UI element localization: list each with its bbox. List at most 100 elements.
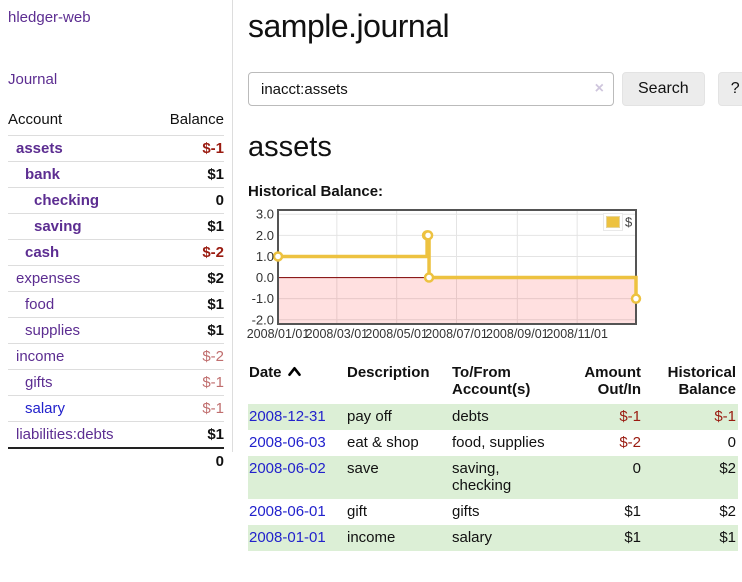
account-row: assets $-1: [8, 135, 224, 162]
x-axis-label: 2008/01/01: [247, 327, 310, 341]
clear-search-icon[interactable]: ×: [594, 80, 604, 97]
transaction-date-link[interactable]: 2008-06-01: [249, 503, 326, 520]
account-balance: $-2: [150, 239, 224, 266]
transaction-amount: $-1: [619, 408, 641, 425]
transaction-date-link[interactable]: 2008-12-31: [249, 408, 326, 425]
data-point-marker: [630, 293, 642, 304]
account-balance: $-1: [150, 135, 224, 162]
sort-ascending-icon: [287, 366, 301, 376]
transaction-balance: $2: [719, 460, 736, 477]
negative-balance-region: [278, 277, 636, 324]
historical-balance-chart[interactable]: $ 3.0 2.0 1.0 0.0 -1.0 -2.0 2008/01/01 2008/03/…: [247, 207, 652, 341]
register-table: Date Description To/From Account(s) Amount …: [248, 362, 738, 551]
y-axis-label: 1.0: [256, 249, 274, 264]
sidebar-account-liabilities-debts[interactable]: liabilities:debts: [16, 426, 114, 443]
transaction-accounts: saving, checking: [452, 460, 512, 494]
transaction-accounts: gifts: [452, 503, 480, 520]
sidebar-account-food[interactable]: food: [25, 296, 55, 313]
accounts-header-row: Account Balance: [8, 109, 224, 136]
transaction-description: pay off: [347, 408, 392, 425]
column-header-to-from-account-s: To/From Account(s): [452, 364, 531, 398]
y-axis-label: 2.0: [256, 228, 274, 243]
account-row: salary $-1: [8, 395, 224, 422]
accounts-column-balance: Balance: [169, 111, 224, 128]
transaction-description: gift: [347, 503, 368, 520]
account-row: income $-2: [8, 343, 224, 370]
column-header-historical-balance: Historical Balance: [667, 364, 736, 398]
transaction-date-link[interactable]: 2008-06-03: [249, 434, 326, 451]
chart-title: Historical Balance:: [248, 183, 384, 200]
sidebar-account-gifts[interactable]: gifts: [25, 374, 53, 391]
y-axis-label: -2.0: [252, 312, 274, 327]
accounts-table: Account Balance assets $-1 bank $1 checking 0…: [8, 109, 224, 474]
svg-text:$: $: [625, 215, 633, 230]
x-axis-label: 2008/03/01: [306, 327, 369, 341]
table-row: 2008-06-02 save saving, checking 0 $2: [248, 456, 738, 499]
table-row: 2008-01-01 income salary $1 $1: [248, 525, 738, 551]
transaction-accounts: salary: [452, 529, 493, 546]
y-axis-label: 0.0: [256, 270, 274, 285]
transaction-balance: 0: [727, 434, 736, 451]
sidebar-account-bank[interactable]: bank: [25, 166, 61, 183]
transaction-description: eat & shop: [347, 434, 419, 451]
page-title: sample.journal: [248, 8, 450, 44]
account-balance: $-1: [150, 395, 224, 422]
help-button[interactable]: ?: [717, 72, 742, 106]
transaction-amount: $1: [624, 503, 641, 520]
sidebar-account-supplies[interactable]: supplies: [25, 322, 81, 339]
sidebar-account-checking[interactable]: checking: [34, 192, 100, 209]
account-row: checking 0: [8, 187, 224, 214]
account-balance: 0: [150, 187, 224, 214]
sidebar-account-salary[interactable]: salary: [25, 400, 66, 417]
transaction-description: income: [347, 529, 396, 546]
y-axis-label: -1.0: [252, 291, 274, 306]
column-header-date[interactable]: Date: [248, 362, 346, 404]
legend-swatch: [606, 216, 620, 228]
transaction-balance: $2: [719, 503, 736, 520]
sidebar-account-assets[interactable]: assets: [16, 140, 63, 157]
account-row: saving $1: [8, 213, 224, 240]
transaction-amount: $-2: [619, 434, 641, 451]
table-row: 2008-12-31 pay off debts $-1 $-1: [248, 404, 738, 430]
main-content: sample.journal × Search ? assets Histori…: [233, 0, 742, 582]
app-title-link[interactable]: hledger-web: [8, 9, 91, 26]
transaction-date-link[interactable]: 2008-01-01: [249, 529, 326, 546]
search-input[interactable]: [248, 72, 614, 106]
transaction-date-link[interactable]: 2008-06-02: [249, 460, 326, 477]
search-button[interactable]: Search: [622, 72, 705, 106]
plot-border: [277, 209, 637, 325]
chart-legend: $: [603, 213, 633, 231]
account-row: gifts $-1: [8, 369, 224, 396]
column-header-description: Description: [347, 364, 430, 381]
account-balance: $1: [150, 291, 224, 318]
transaction-description: save: [347, 460, 379, 477]
sidebar: hledger-web Journal Account Balance asse…: [0, 0, 233, 474]
search-bar: × Search ?: [248, 72, 742, 106]
journal-link[interactable]: Journal: [8, 71, 58, 88]
account-row: supplies $1: [8, 317, 224, 344]
transaction-balance: $-1: [714, 408, 736, 425]
accounts-total-row: 0: [8, 447, 224, 474]
x-axis-label: 2008/09/01: [486, 327, 549, 341]
sidebar-account-cash[interactable]: cash: [25, 244, 60, 261]
balance-chart-svg: $ 3.0 2.0 1.0 0.0 -1.0 -2.02008/01/012008/03/…: [247, 207, 642, 341]
transaction-accounts: debts: [452, 408, 489, 425]
account-row: bank $1: [8, 161, 224, 188]
data-point-marker: [423, 272, 435, 283]
account-balance: $1: [150, 317, 224, 344]
account-balance: $1: [150, 161, 224, 188]
sidebar-account-income[interactable]: income: [16, 348, 65, 365]
sidebar-account-saving[interactable]: saving: [34, 218, 82, 235]
transaction-amount: 0: [632, 460, 641, 477]
account-balance: $-1: [150, 369, 224, 396]
account-row: expenses $2: [8, 265, 224, 292]
sidebar-account-expenses[interactable]: expenses: [16, 270, 81, 287]
table-row: 2008-06-03 eat & shop food, supplies $-2 0: [248, 430, 738, 456]
account-row: liabilities:debts $1: [8, 421, 224, 448]
account-row: cash $-2: [8, 239, 224, 266]
total-label: [8, 447, 151, 474]
x-axis-label: 2008/05/01: [365, 327, 428, 341]
transaction-balance: $1: [719, 529, 736, 546]
table-row: 2008-06-01 gift gifts $1 $2: [248, 499, 738, 525]
account-balance: $1: [150, 421, 224, 448]
